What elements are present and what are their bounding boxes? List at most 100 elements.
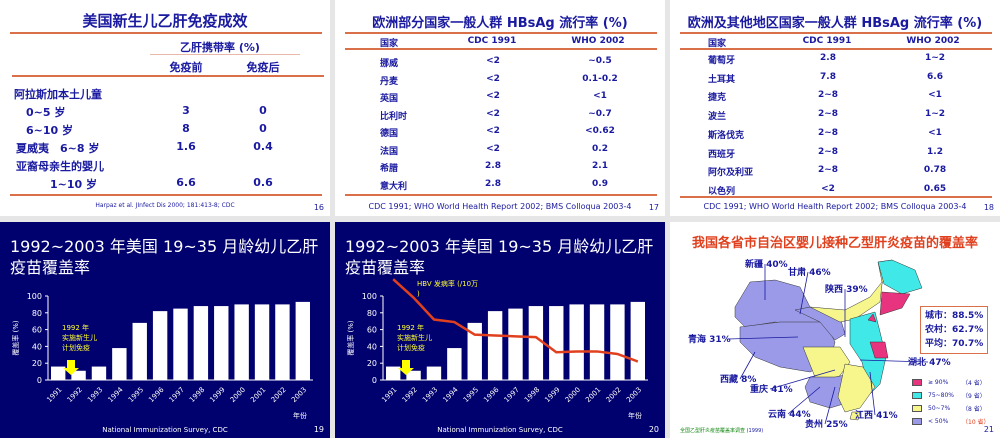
country-name: 波兰 bbox=[708, 112, 727, 123]
x-tick-label: 1999 bbox=[208, 386, 226, 404]
legend-count: （10 省） bbox=[962, 419, 990, 426]
page-number: 17 bbox=[648, 203, 659, 212]
bar-1993 bbox=[426, 366, 442, 380]
leader-line bbox=[824, 386, 836, 425]
y-tick-label: 60 bbox=[367, 326, 377, 335]
x-tick-label: 1998 bbox=[523, 386, 541, 404]
x-tick-label: 1994 bbox=[106, 385, 125, 404]
divider bbox=[10, 194, 322, 196]
x-tick-label: 1996 bbox=[147, 385, 166, 404]
province-label: 新疆 40% bbox=[745, 258, 788, 270]
x-axis-label: 年份 bbox=[293, 411, 307, 420]
slide-21: 我国各省市自治区婴儿接种乙型肝炎疫苗的覆盖率 新疆 40% 甘肃 46% 陕西 39… bbox=[670, 222, 1000, 438]
x-tick-label: 1997 bbox=[168, 386, 186, 404]
row-label: 夏威夷 6~8 岁 bbox=[16, 142, 100, 155]
summary-row: 平均：70.7% bbox=[925, 337, 983, 351]
bar-1995 bbox=[132, 322, 147, 380]
province-label: 湖北 47% bbox=[908, 356, 951, 368]
bar-1999 bbox=[214, 306, 229, 380]
y-tick-label: 20 bbox=[32, 359, 42, 368]
country-name: 以色列 bbox=[708, 186, 736, 197]
table-cell: 2~8 bbox=[817, 165, 839, 176]
y-tick-label: 60 bbox=[32, 326, 42, 335]
y-tick-label: 80 bbox=[367, 309, 377, 318]
y-tick-label: 40 bbox=[367, 342, 377, 351]
source: 全国乙型肝炎疫苗覆盖率调查 (1999) bbox=[680, 427, 763, 434]
province-region bbox=[877, 259, 923, 295]
column-header: WHO 2002 bbox=[906, 36, 960, 46]
bar-1994 bbox=[112, 348, 127, 380]
table-cell: 2.8 bbox=[820, 53, 836, 63]
country-name: 英国 bbox=[380, 94, 399, 104]
x-tick-label: 1995 bbox=[462, 386, 480, 404]
slide-title: 我国各省市自治区婴儿接种乙型肝炎疫苗的覆盖率 bbox=[691, 236, 978, 251]
country-name: 丹麦 bbox=[380, 76, 399, 87]
country-name: 比利时 bbox=[380, 111, 408, 122]
slide-title: 1992~2003 年美国 19~35 月龄幼儿乙肝疫苗覆盖率 bbox=[10, 237, 319, 277]
legend-label: 75~80% bbox=[928, 392, 954, 399]
province-label: 陕西 39% bbox=[825, 283, 868, 295]
bar-2000 bbox=[234, 304, 249, 380]
x-tick-label: 1994 bbox=[441, 385, 460, 404]
summary-key: 农村： bbox=[925, 325, 953, 335]
divider bbox=[680, 48, 992, 50]
legend-item: < 50% （10 省） bbox=[912, 415, 990, 428]
legend-label: 50~7% bbox=[928, 405, 951, 412]
country-name: 捷克 bbox=[708, 93, 727, 104]
legend-label: ≥ 90% bbox=[928, 379, 949, 386]
divider bbox=[345, 48, 657, 50]
country-name: 德国 bbox=[380, 129, 399, 139]
x-tick-label: 2003 bbox=[290, 386, 308, 404]
table-cell: 2.8 bbox=[485, 161, 501, 171]
y-tick-label: 0 bbox=[372, 376, 377, 385]
col-before: 免疫前 bbox=[169, 61, 203, 74]
legend-label: < 50% bbox=[928, 418, 949, 425]
x-tick-label: 2001 bbox=[584, 386, 602, 404]
divider bbox=[680, 32, 992, 34]
column-header: 国家 bbox=[380, 39, 399, 49]
x-tick-label: 1995 bbox=[127, 386, 145, 404]
province-label: 江西 41% bbox=[855, 409, 898, 421]
leader-line bbox=[799, 271, 809, 315]
annotation-text: 计划免疫 bbox=[62, 343, 90, 352]
table-cell: ~0.7 bbox=[588, 108, 612, 119]
y-axis-label: 覆盖率 (%) bbox=[346, 320, 355, 356]
y-axis-label: 覆盖率 (%) bbox=[11, 320, 20, 356]
table-cell: <2 bbox=[486, 143, 500, 154]
annotation-text: 1992 年 bbox=[62, 323, 89, 332]
province-region bbox=[867, 313, 877, 323]
source: National Immunization Survey, CDC bbox=[102, 426, 228, 434]
divider bbox=[680, 196, 992, 198]
legend-swatch bbox=[912, 379, 922, 386]
leader-line bbox=[787, 386, 821, 415]
leader-line bbox=[869, 371, 876, 416]
bar-2000 bbox=[569, 304, 584, 380]
bar-line-chart: 0 20 40 60 80 100 1991 1992 1993 1994 1995 1996 1997… bbox=[346, 278, 648, 420]
province-region bbox=[849, 411, 861, 421]
page-number: 20 bbox=[648, 425, 659, 434]
slide-title: 欧洲部分国家一般人群 HBsAg 流行率 (%) bbox=[372, 16, 628, 31]
table-cell: 1~2 bbox=[924, 109, 946, 120]
province-label: 青海 31% bbox=[688, 333, 731, 345]
source: CDC 1991; WHO World Health Report 2002; … bbox=[368, 202, 632, 211]
x-tick-label: 2001 bbox=[249, 386, 267, 404]
table-cell: 2~8 bbox=[817, 146, 839, 157]
hbv-incidence-line bbox=[392, 278, 639, 363]
country-name: 西班牙 bbox=[708, 149, 736, 160]
bar-2001 bbox=[254, 304, 270, 380]
slide-19: 1992~2003 年美国 19~35 月龄幼儿乙肝疫苗覆盖率 0 20 40 60 8… bbox=[0, 222, 330, 438]
x-tick-label: 1991 bbox=[380, 386, 398, 404]
bar-2002 bbox=[610, 304, 625, 380]
annotation-text: 实施新生儿 bbox=[62, 333, 97, 342]
country-name: 土耳其 bbox=[708, 74, 736, 85]
china-coverage-map: 新疆 40%甘肃 46% 陕西 39% 青海 31% 西藏 8%重庆 41% 云南 44… bbox=[688, 258, 951, 430]
column-header: WHO 2002 bbox=[571, 36, 625, 46]
col-after: 免疫后 bbox=[246, 61, 280, 74]
value-after: 0.6 bbox=[253, 176, 273, 189]
province-label: 西藏 8% bbox=[720, 373, 756, 385]
table-cell: 1.2 bbox=[927, 146, 943, 157]
value-after: 0 bbox=[259, 104, 267, 117]
value-before: 3 bbox=[182, 104, 190, 117]
province-region bbox=[849, 311, 887, 395]
slide-20: 1992~2003 年美国 19~35 月龄幼儿乙肝疫苗覆盖率 0 20 40 60 8… bbox=[335, 222, 665, 438]
